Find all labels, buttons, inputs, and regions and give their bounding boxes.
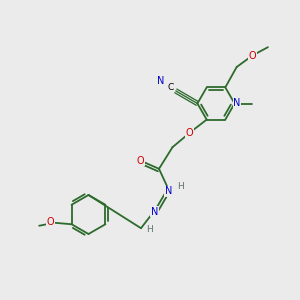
Text: O: O bbox=[186, 128, 194, 138]
Text: O: O bbox=[136, 156, 144, 166]
Text: N: N bbox=[151, 207, 158, 217]
Text: H: H bbox=[147, 225, 153, 234]
Text: O: O bbox=[47, 217, 54, 227]
Text: O: O bbox=[248, 51, 256, 61]
Text: H: H bbox=[177, 182, 184, 191]
Text: C: C bbox=[167, 83, 173, 92]
Text: N: N bbox=[233, 98, 241, 109]
Text: N: N bbox=[157, 76, 164, 86]
Text: N: N bbox=[165, 186, 172, 196]
